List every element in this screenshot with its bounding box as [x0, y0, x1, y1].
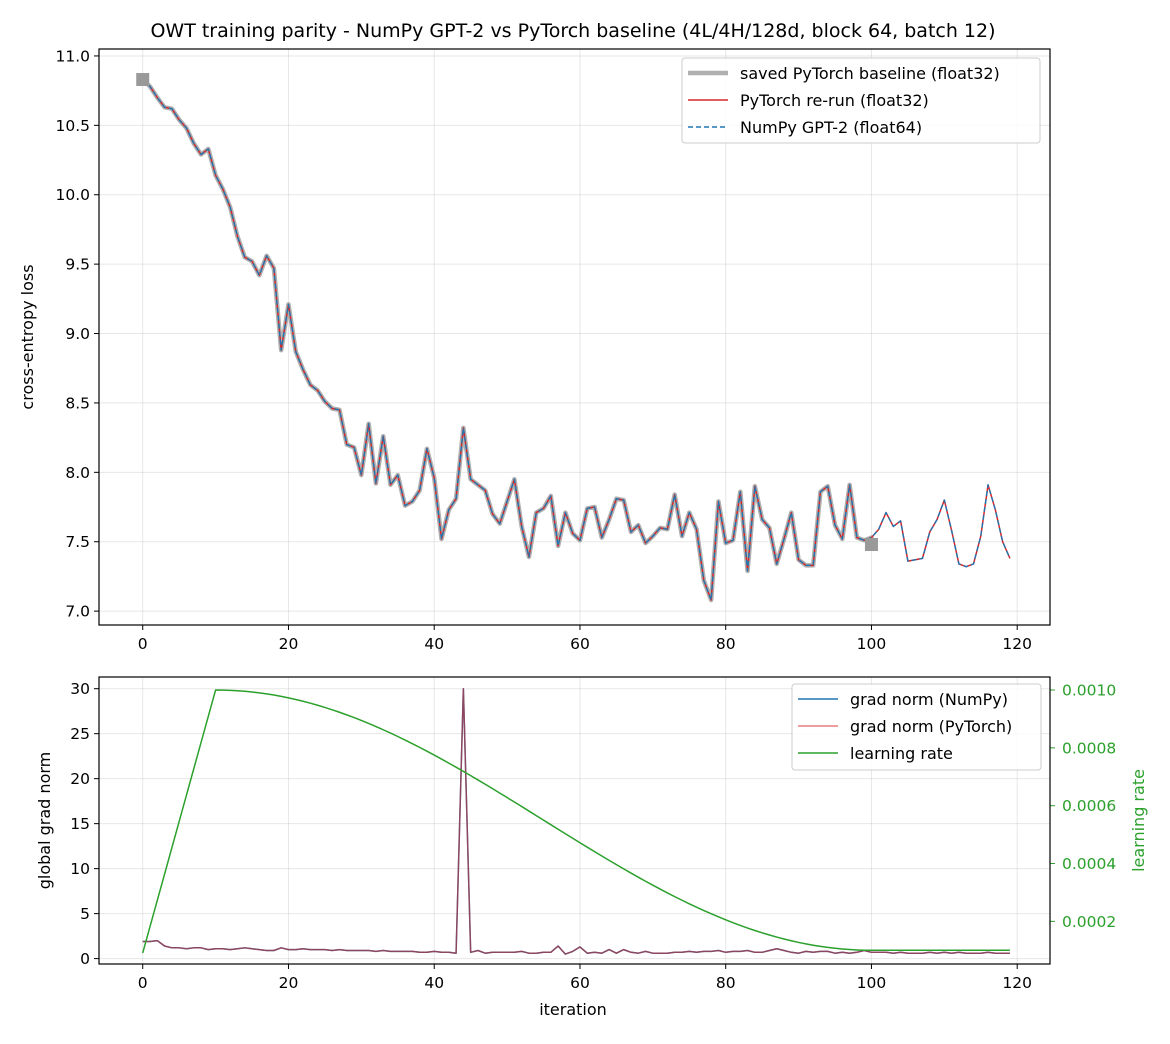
x-tick-label: 40	[424, 974, 444, 992]
chart-title: OWT training parity - NumPy GPT-2 vs PyT…	[150, 20, 995, 42]
legend-label: PyTorch re-run (float32)	[740, 91, 929, 110]
x-tick-label: 0	[138, 635, 148, 653]
y-tick-label: 20	[70, 770, 90, 788]
x-tick-label: 20	[279, 635, 299, 653]
grad-norm-chart: 0 20 40 60 80 100 120 0 5 10 15 20 25 30 0.0002 0.0004 0…	[35, 676, 1148, 1019]
loss-gridlines	[99, 49, 1050, 625]
x-tick-label: 60	[570, 635, 590, 653]
loss-y-axis-label: cross-entropy loss	[18, 264, 37, 409]
y2-tick-label: 0.0010	[1062, 682, 1116, 700]
x-tick-label: 0	[138, 974, 148, 992]
y-tick-label: 10	[70, 860, 90, 878]
y2-tick-label: 0.0008	[1062, 739, 1116, 757]
x-tick-label: 100	[857, 974, 887, 992]
loss-legend: saved PyTorch baseline (float32) PyTorch …	[681, 57, 1041, 144]
grad-gridlines	[99, 677, 1050, 964]
grad-series-group	[141, 687, 1010, 955]
legend-label: learning rate	[850, 744, 953, 763]
loss-axes: 0 20 40 60 80 100 120 7.0 7.5 8.0 8.5 9.0 9.5 10.0 10.…	[55, 47, 1051, 653]
grad-legend: grad norm (NumPy) grad norm (PyTorch) lear…	[791, 683, 1042, 771]
y-tick-label: 30	[70, 680, 90, 698]
grad-y-axis-label: global grad norm	[35, 752, 54, 889]
series-line-learning-rate	[141, 689, 1010, 954]
y-tick-label: 8.0	[65, 464, 90, 482]
x-tick-label: 100	[857, 635, 887, 653]
x-tick-label: 40	[424, 635, 444, 653]
lr-y-axis-label: learning rate	[1129, 769, 1148, 872]
baseline-endpoint-marker	[136, 73, 150, 87]
legend-label: NumPy GPT-2 (float64)	[740, 118, 922, 137]
plot-frame	[98, 48, 1051, 626]
y-tick-label: 8.5	[65, 394, 90, 412]
y-tick-label: 15	[70, 815, 90, 833]
x-tick-label: 120	[1002, 974, 1032, 992]
legend-label: grad norm (NumPy)	[850, 690, 1008, 709]
plot-frame	[98, 676, 1051, 965]
y-tick-label: 10.0	[55, 186, 90, 204]
y2-tick-label: 0.0004	[1062, 855, 1116, 873]
x-axis-label: iteration	[539, 1000, 607, 1019]
y2-tick-label: 0.0002	[1062, 913, 1116, 931]
y-tick-label: 7.5	[65, 533, 90, 551]
series-line-numpy	[142, 79, 1011, 601]
legend-label: saved PyTorch baseline (float32)	[740, 64, 1000, 83]
y-tick-label: 5	[80, 905, 90, 923]
endpoint-markers	[136, 73, 878, 551]
y-tick-label: 7.0	[65, 603, 90, 621]
x-tick-label: 20	[279, 974, 299, 992]
legend-box	[791, 683, 1042, 771]
legend-box	[681, 57, 1041, 144]
loss-chart: 0 20 40 60 80 100 120 7.0 7.5 8.0 8.5 9.0 9.5 10.0 10.…	[18, 47, 1051, 653]
y-tick-label: 10.5	[55, 117, 90, 135]
y2-tick-label: 0.0006	[1062, 797, 1116, 815]
y-tick-label: 9.5	[65, 256, 90, 274]
x-tick-label: 80	[716, 635, 736, 653]
y-tick-label: 0	[80, 950, 90, 968]
y-tick-label: 25	[70, 725, 90, 743]
x-tick-label: 60	[570, 974, 590, 992]
legend-label: grad norm (PyTorch)	[850, 717, 1012, 736]
baseline-endpoint-marker	[864, 537, 878, 551]
x-tick-label: 80	[716, 974, 736, 992]
grad-axes: 0 20 40 60 80 100 120 0 5 10 15 20 25 30 0.0002 0.0004 0…	[70, 676, 1116, 992]
y-tick-label: 9.0	[65, 325, 90, 343]
x-tick-label: 120	[1002, 635, 1032, 653]
y-tick-label: 11.0	[55, 47, 90, 65]
